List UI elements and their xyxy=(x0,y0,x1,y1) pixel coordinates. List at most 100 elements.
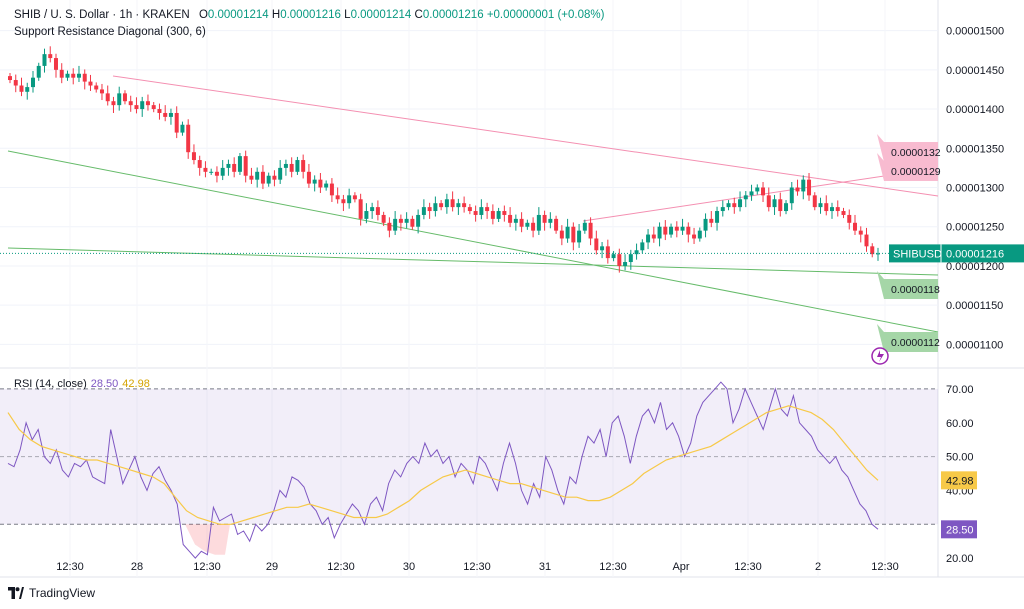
rsi-title: RSI (14, close) xyxy=(14,378,87,390)
candle-body xyxy=(559,230,564,239)
candle-body xyxy=(410,218,415,227)
candle-body xyxy=(634,250,639,255)
candle-body xyxy=(674,226,679,231)
candle-body xyxy=(203,167,208,172)
candle-body xyxy=(433,203,438,212)
candle-body xyxy=(847,214,852,223)
candle-body xyxy=(186,124,191,153)
candle-body xyxy=(370,207,375,212)
resistance-line-upper xyxy=(112,75,939,197)
candle-body xyxy=(588,222,593,239)
candle-body xyxy=(864,234,869,247)
candle-body xyxy=(295,160,300,172)
candle-body xyxy=(197,160,202,168)
candle-body xyxy=(352,195,357,200)
rsi-ma-legend-value: 42.98 xyxy=(122,378,150,390)
indicator-legend[interactable]: Support Resistance Diagonal (300, 6) xyxy=(14,26,206,38)
candle-body xyxy=(646,234,651,243)
level-tag-label: 0.0000118 xyxy=(891,284,940,296)
level-tag xyxy=(877,271,938,299)
candle-body xyxy=(214,171,219,176)
time-tick-label: 31 xyxy=(539,561,551,573)
price-tick-label: 0.00001350 xyxy=(946,143,1004,155)
open-value: 0.00001214 xyxy=(207,9,269,21)
candle-body xyxy=(743,195,748,200)
candle-body xyxy=(36,65,41,78)
candle-body xyxy=(439,203,444,208)
price-tick-label: 0.00001400 xyxy=(946,104,1004,116)
candle-body xyxy=(536,214,541,231)
rsi-tag-label: 28.50 xyxy=(946,524,974,536)
candle-body xyxy=(128,101,133,106)
rsi-tick-label: 70.00 xyxy=(946,384,974,396)
candle-body xyxy=(324,183,329,188)
support-line-steep xyxy=(7,150,939,333)
candle-body xyxy=(611,254,616,259)
candle-body xyxy=(283,163,288,168)
candle-body xyxy=(548,218,553,223)
candle-body xyxy=(473,211,478,215)
price-tick-label: 0.00001250 xyxy=(946,222,1004,234)
alert-bolt-icon xyxy=(877,350,884,362)
candle-body xyxy=(784,203,789,212)
candle-body xyxy=(387,222,392,231)
rsi-legend[interactable]: RSI (14, close) 28.50 42.98 xyxy=(14,378,150,390)
tradingview-brand[interactable]: TradingView xyxy=(8,586,95,600)
candle-body xyxy=(571,226,576,243)
candle-body xyxy=(145,101,150,106)
time-tick-label: 28 xyxy=(131,561,143,573)
candle-body xyxy=(755,187,760,192)
candle-body xyxy=(82,73,87,82)
candle-body xyxy=(508,214,513,223)
candle-body xyxy=(738,199,743,208)
candle-body xyxy=(53,58,58,70)
candle-body xyxy=(600,246,605,251)
candle-body xyxy=(594,238,599,251)
candle-body xyxy=(818,203,823,208)
candle-body xyxy=(312,179,317,184)
brand-name: TradingView xyxy=(29,586,96,600)
level-tag xyxy=(877,324,938,352)
high-value: 0.00001216 xyxy=(280,9,341,21)
candle-body xyxy=(25,87,30,92)
candle-body xyxy=(421,207,426,215)
time-tick-label: 12:30 xyxy=(871,561,899,573)
candle-body xyxy=(657,226,662,239)
candle-body xyxy=(157,109,162,113)
candle-body xyxy=(456,203,461,208)
candle-body xyxy=(416,214,421,227)
candle-body xyxy=(703,218,708,231)
candle-body xyxy=(467,207,472,212)
rsi-line xyxy=(7,381,879,559)
last-price-tag xyxy=(889,244,1024,263)
candle-body xyxy=(140,101,145,110)
candle-body xyxy=(117,93,122,106)
change-value: +0.00000001 (+0.08%) xyxy=(486,9,605,21)
candle-body xyxy=(289,163,294,172)
candle-body xyxy=(278,167,283,180)
candle-body xyxy=(398,218,403,223)
low-value: 0.00001214 xyxy=(350,9,412,21)
time-tick-label: 12:30 xyxy=(56,561,84,573)
candle-body xyxy=(404,218,409,223)
time-tick-label: Apr xyxy=(672,561,689,573)
candle-body xyxy=(151,105,156,110)
symbol-header: SHIB / U. S. Dollar · 1h · KRAKEN O0.000… xyxy=(14,9,604,21)
candle-body xyxy=(237,156,242,172)
symbol-title[interactable]: SHIB / U. S. Dollar · 1h · KRAKEN xyxy=(14,9,190,21)
candle-body xyxy=(272,175,277,180)
candle-body xyxy=(795,187,800,192)
candle-body xyxy=(680,226,685,231)
candle-body xyxy=(301,160,306,172)
candle-body xyxy=(249,175,254,180)
candle-body xyxy=(697,230,702,239)
last-price-symbol: SHIBUSD xyxy=(893,248,942,260)
candle-body xyxy=(605,246,610,259)
price-tick-label: 0.00001300 xyxy=(946,183,1004,195)
candle-body xyxy=(180,124,185,133)
candle-body xyxy=(812,195,817,208)
candle-body xyxy=(686,226,691,235)
candle-body xyxy=(76,73,81,78)
candle-body xyxy=(715,211,720,223)
